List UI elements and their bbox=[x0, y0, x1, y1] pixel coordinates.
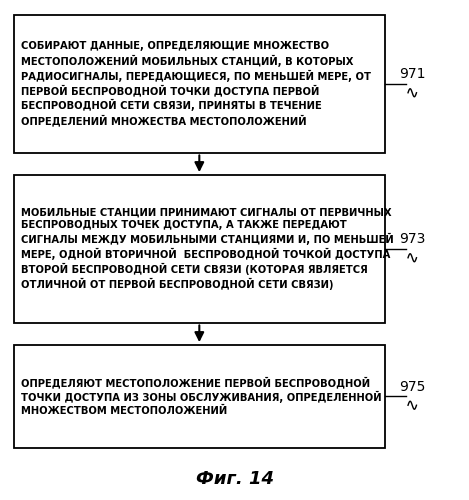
Text: СОБИРАЮТ ДАННЫЕ, ОПРЕДЕЛЯЮЩИЕ МНОЖЕСТВО
МЕСТОПОЛОЖЕНИЙ МОБИЛЬНЫХ СТАНЦИЙ, В КОТО: СОБИРАЮТ ДАННЫЕ, ОПРЕДЕЛЯЮЩИЕ МНОЖЕСТВО … bbox=[21, 42, 371, 126]
Text: ОПРЕДЕЛЯЮТ МЕСТОПОЛОЖЕНИЕ ПЕРВОЙ БЕСПРОВОДНОЙ
ТОЧКИ ДОСТУПА ИЗ ЗОНЫ ОБСЛУЖИВАНИЯ: ОПРЕДЕЛЯЮТ МЕСТОПОЛОЖЕНИЕ ПЕРВОЙ БЕСПРОВ… bbox=[21, 376, 382, 416]
Text: 971: 971 bbox=[399, 67, 425, 81]
Text: МОБИЛЬНЫЕ СТАНЦИИ ПРИНИМАЮТ СИГНАЛЫ ОТ ПЕРВИЧНЫХ
БЕСПРОВОДНЫХ ТОЧЕК ДОСТУПА, А Т: МОБИЛЬНЫЕ СТАНЦИИ ПРИНИМАЮТ СИГНАЛЫ ОТ П… bbox=[21, 208, 394, 290]
FancyBboxPatch shape bbox=[14, 175, 385, 322]
Text: Фиг. 14: Фиг. 14 bbox=[196, 470, 273, 488]
Text: 973: 973 bbox=[399, 232, 425, 246]
FancyBboxPatch shape bbox=[14, 15, 385, 152]
FancyBboxPatch shape bbox=[14, 345, 385, 448]
Text: 975: 975 bbox=[399, 380, 425, 394]
